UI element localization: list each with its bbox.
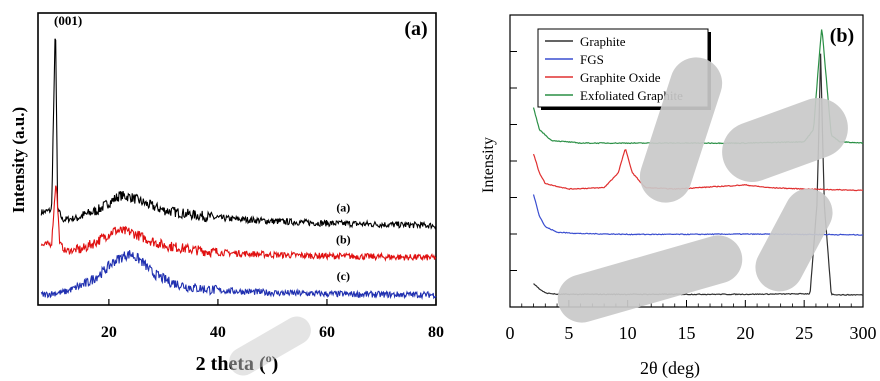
- panel-a-label: (a): [404, 18, 427, 40]
- legend-shadow: [541, 107, 711, 110]
- legend-entry: FGS: [580, 52, 604, 67]
- x-tick-label: 20: [736, 323, 754, 343]
- x-tick-label: 0: [506, 323, 515, 343]
- panel-a-ylabel: Intensity (a.u.): [9, 107, 28, 213]
- legend-entry: Exfoliated Graphite: [580, 88, 683, 103]
- x-tick-label: 15: [678, 323, 696, 343]
- x-tick-label: 20: [101, 324, 117, 341]
- series-line-a: [40, 38, 437, 230]
- series-line-c: [40, 250, 437, 300]
- x-tick-label: 25: [795, 323, 813, 343]
- x-tick-label: 300: [850, 323, 877, 343]
- x-tick-label: 5: [564, 323, 573, 343]
- peak-label-001: (001): [54, 13, 82, 28]
- legend-entry: Graphite: [580, 34, 626, 49]
- curve-label: (a): [336, 201, 350, 215]
- legend-entry: Graphite Oxide: [580, 70, 661, 85]
- panel-a-frame: [37, 12, 437, 306]
- panel-b-ylabel: Intensity: [480, 137, 497, 193]
- x-tick-label: 80: [428, 324, 444, 341]
- x-tick-label: 10: [619, 323, 637, 343]
- curve-label: (b): [336, 233, 351, 247]
- curve-label: (c): [337, 269, 350, 283]
- series-line-b: [40, 185, 437, 262]
- x-tick-label: 40: [210, 324, 226, 341]
- x-tick-label: 60: [319, 324, 335, 341]
- panel-a-xlabel-end: ): [272, 353, 279, 375]
- panel-b-xlabel: 2θ (deg): [640, 358, 700, 379]
- panel-b-label: (b): [830, 25, 854, 47]
